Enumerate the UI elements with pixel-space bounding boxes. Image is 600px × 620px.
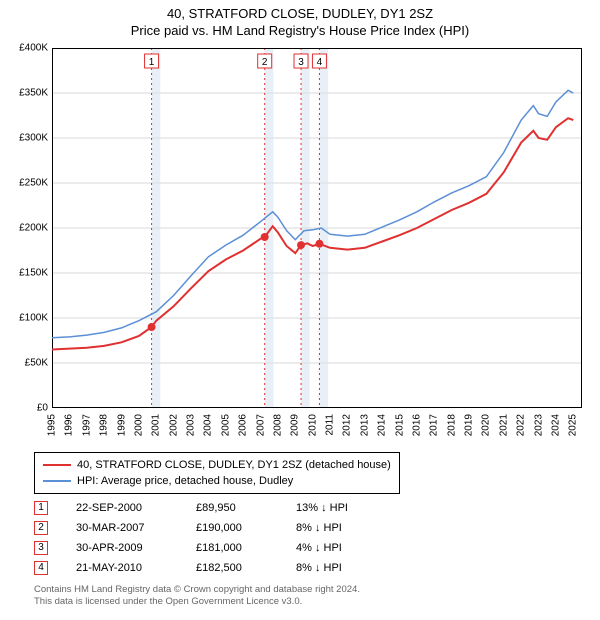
x-tick-label: 2012 [342,414,353,436]
x-tick-label: 2016 [411,414,422,436]
sale-diff: 8% ↓ HPI [296,562,396,574]
x-tick-label: 2011 [325,414,336,436]
sale-marker-box: 1 [34,501,48,515]
sale-diff: 4% ↓ HPI [296,542,396,554]
x-tick-label: 2014 [377,414,388,436]
sale-marker-box: 3 [34,541,48,555]
x-tick-label: 2004 [203,414,214,436]
x-tick-label: 1996 [64,414,75,436]
x-tick-label: 2021 [498,414,509,436]
x-tick-label: 2003 [186,414,197,436]
x-tick-label: 2025 [568,414,579,436]
sales-table: 1 22-SEP-2000£89,95013% ↓ HPI 2 30-MAR-2007… [34,498,396,578]
y-tick-label: £0 [2,403,48,414]
title-block: 40, STRATFORD CLOSE, DUDLEY, DY1 2SZ Pri… [0,0,600,38]
x-tick-label: 2013 [359,414,370,436]
sales-row: 4 21-MAY-2010£182,5008% ↓ HPI [34,558,396,578]
sale-price: £182,500 [196,562,296,574]
sale-date: 30-MAR-2007 [76,522,196,534]
sale-price: £181,000 [196,542,296,554]
svg-text:2: 2 [262,57,268,68]
sale-price: £190,000 [196,522,296,534]
svg-text:3: 3 [298,57,304,68]
chart-area: 1234 £0£50K£100K£150K£200K£250K£300K£350… [52,48,582,408]
x-tick-label: 2018 [446,414,457,436]
y-tick-label: £350K [2,88,48,99]
legend-swatch [43,464,71,466]
sales-row: 1 22-SEP-2000£89,95013% ↓ HPI [34,498,396,518]
y-tick-label: £200K [2,223,48,234]
legend-label: 40, STRATFORD CLOSE, DUDLEY, DY1 2SZ (de… [77,459,391,471]
svg-text:4: 4 [317,57,323,68]
legend-box: 40, STRATFORD CLOSE, DUDLEY, DY1 2SZ (de… [34,452,400,494]
y-tick-label: £50K [2,358,48,369]
x-tick-label: 2020 [481,414,492,436]
sale-date: 30-APR-2009 [76,542,196,554]
legend-row: HPI: Average price, detached house, Dudl… [43,473,391,489]
y-tick-label: £400K [2,43,48,54]
y-tick-label: £100K [2,313,48,324]
legend-label: HPI: Average price, detached house, Dudl… [77,475,293,487]
legend-row: 40, STRATFORD CLOSE, DUDLEY, DY1 2SZ (de… [43,457,391,473]
x-tick-label: 2007 [255,414,266,436]
chart-svg: 1 2 3 4 [52,48,582,408]
x-tick-label: 1998 [99,414,110,436]
sales-row: 3 30-APR-2009£181,0004% ↓ HPI [34,538,396,558]
x-tick-label: 2005 [220,414,231,436]
sale-marker-box: 4 [34,561,48,575]
x-tick-label: 2023 [533,414,544,436]
sales-row: 2 30-MAR-2007£190,0008% ↓ HPI [34,518,396,538]
x-tick-label: 1995 [47,414,58,436]
svg-text:1: 1 [149,57,155,68]
x-tick-label: 2006 [238,414,249,436]
footer-line2: This data is licensed under the Open Gov… [34,596,360,608]
x-tick-label: 2008 [272,414,283,436]
footer-line1: Contains HM Land Registry data © Crown c… [34,584,360,596]
title-subtitle: Price paid vs. HM Land Registry's House … [0,23,600,38]
y-tick-label: £300K [2,133,48,144]
footer: Contains HM Land Registry data © Crown c… [34,584,360,609]
sale-marker-box: 2 [34,521,48,535]
sale-date: 21-MAY-2010 [76,562,196,574]
x-tick-label: 2024 [550,414,561,436]
title-address: 40, STRATFORD CLOSE, DUDLEY, DY1 2SZ [0,6,600,21]
x-tick-label: 2017 [429,414,440,436]
x-tick-label: 1999 [116,414,127,436]
x-tick-label: 2001 [151,414,162,436]
x-tick-label: 2015 [394,414,405,436]
x-tick-label: 2009 [290,414,301,436]
x-tick-label: 2010 [307,414,318,436]
y-tick-label: £150K [2,268,48,279]
x-tick-label: 2002 [168,414,179,436]
x-tick-label: 2022 [516,414,527,436]
sale-date: 22-SEP-2000 [76,502,196,514]
x-axis-labels: 1995199619971998199920002001200220032004… [52,408,582,446]
y-tick-label: £250K [2,178,48,189]
sale-diff: 8% ↓ HPI [296,522,396,534]
sale-diff: 13% ↓ HPI [296,502,396,514]
x-tick-label: 2000 [133,414,144,436]
page-root: 40, STRATFORD CLOSE, DUDLEY, DY1 2SZ Pri… [0,0,600,620]
x-tick-label: 1997 [81,414,92,436]
sale-price: £89,950 [196,502,296,514]
legend-swatch [43,480,71,482]
x-tick-label: 2019 [464,414,475,436]
y-axis-labels: £0£50K£100K£150K£200K£250K£300K£350K£400… [2,48,48,408]
